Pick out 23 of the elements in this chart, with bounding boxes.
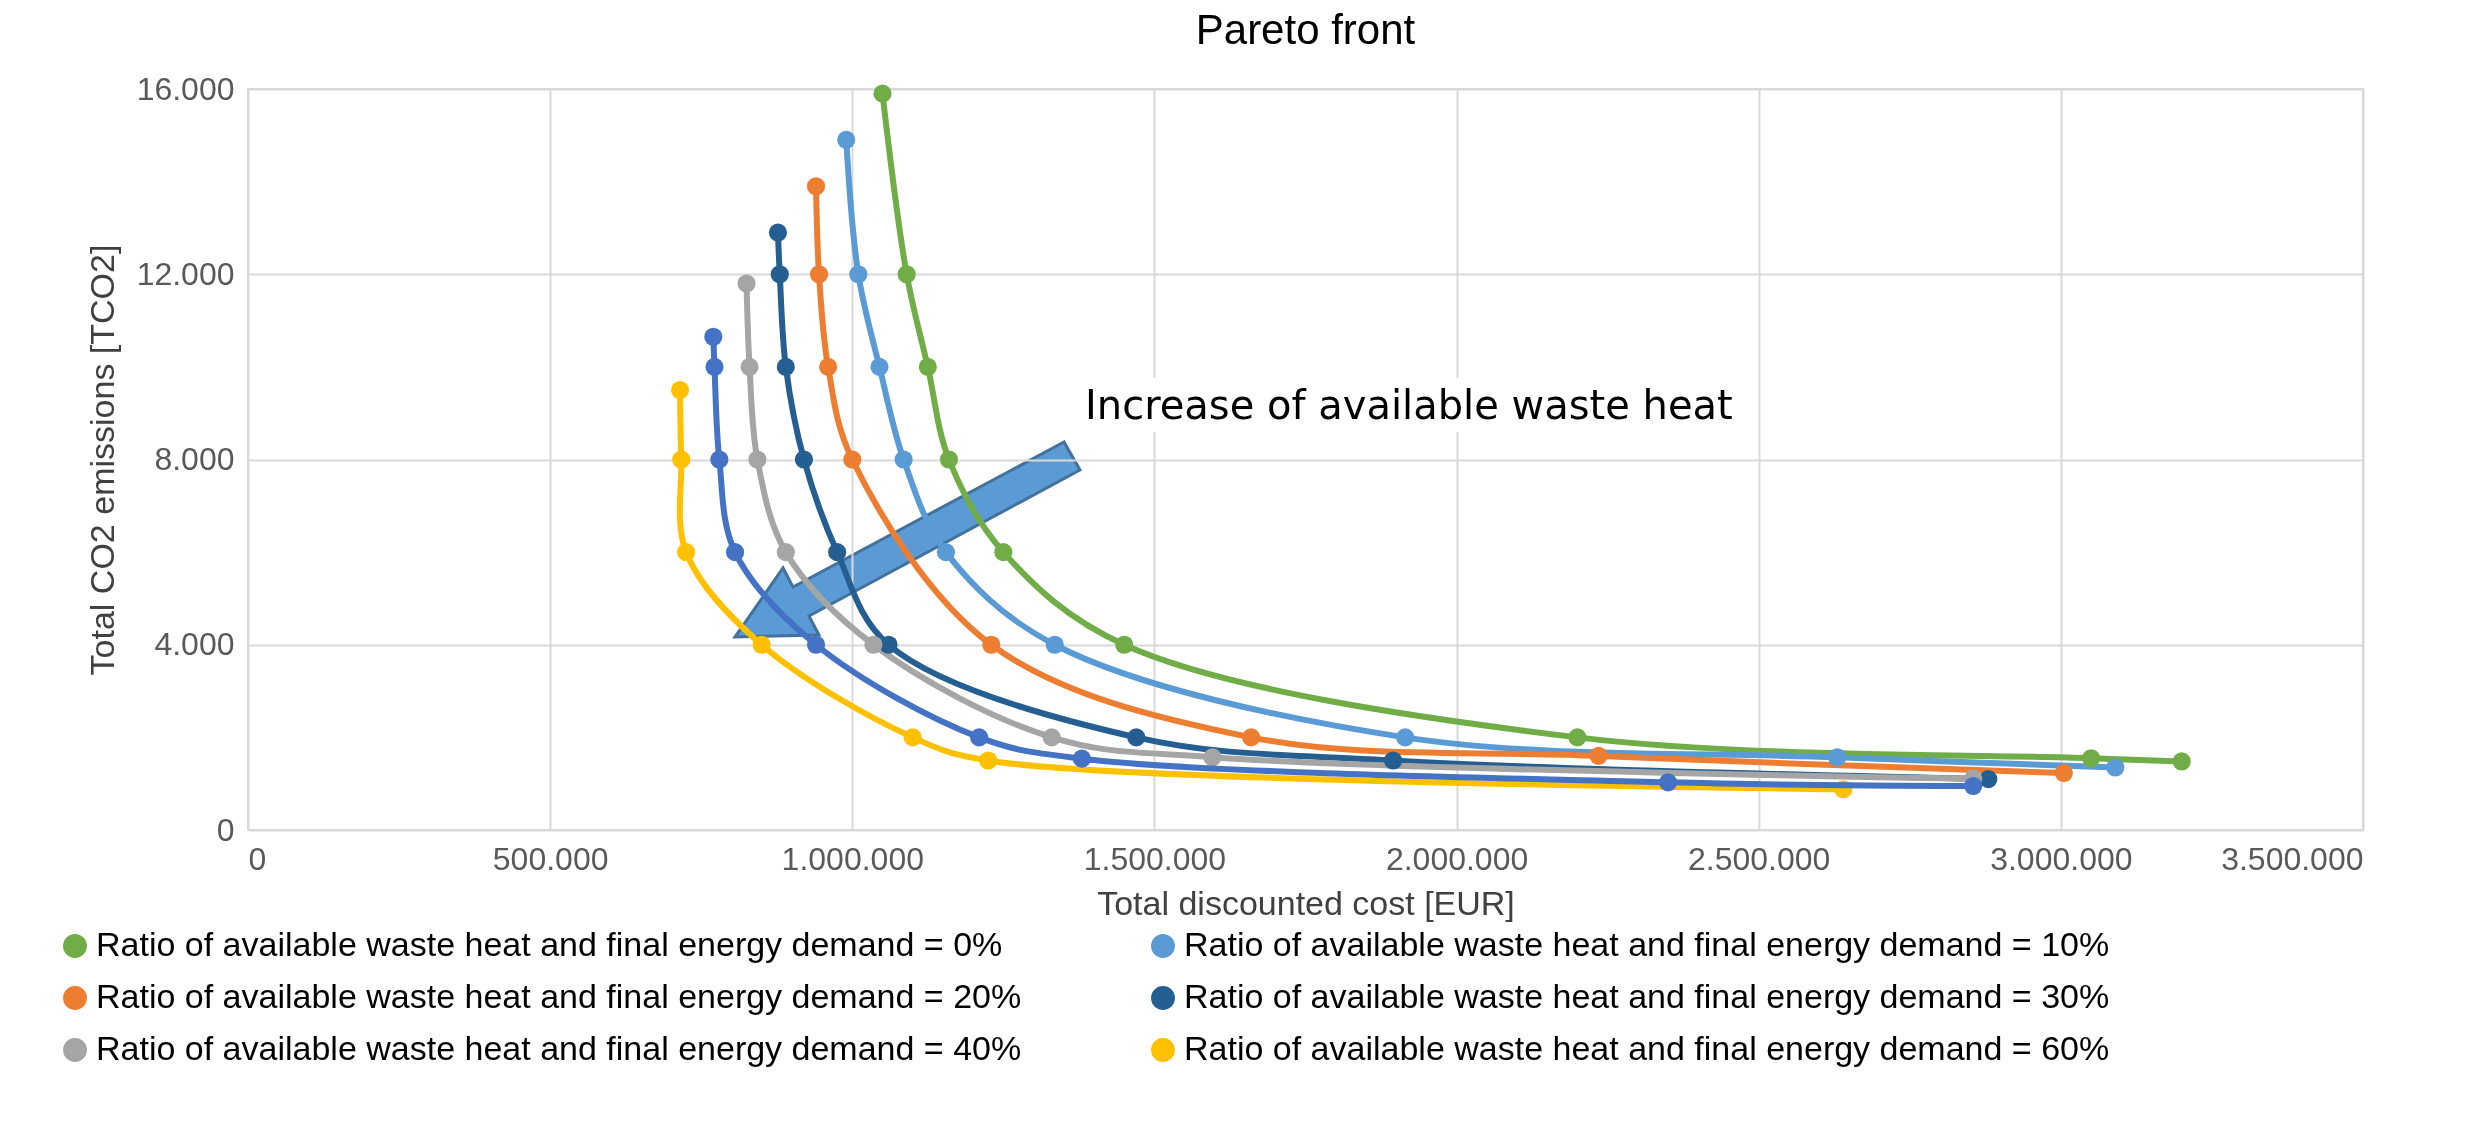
y-axis-title: Total CO2 emissions [TCO2]	[82, 244, 121, 676]
x-axis-title: Total discounted cost [EUR]	[1097, 883, 1515, 922]
legend-label: Ratio of available waste heat and final energy demand = 30%	[1184, 977, 2110, 1015]
legend-label: Ratio of available waste heat and final energy demand = 60%	[1184, 1029, 2110, 1067]
y-tick-label: 8.000	[154, 441, 235, 477]
chart-title: Pareto front	[1195, 6, 1416, 53]
x-tick-label: 1.000.000	[781, 840, 924, 877]
x-tick-label: 3.000.000	[1990, 840, 2133, 877]
y-tick-label: 0	[216, 811, 235, 848]
x-tick-label: 3.500.000	[2221, 840, 2364, 877]
y-tick-label: 12.000	[136, 255, 235, 292]
y-tick-label: 4.000	[154, 626, 235, 663]
legend-label: Ratio of available waste heat and final energy demand = 40%	[96, 1029, 1022, 1067]
x-tick-label: 500.000	[492, 840, 609, 877]
legend-label: Ratio of available waste heat and final energy demand = 10%	[1184, 925, 2110, 964]
x-tick-label: 0	[248, 840, 267, 877]
x-tick-label: 2.000.000	[1385, 840, 1529, 877]
x-tick-label: 1.500.000	[1083, 840, 1227, 877]
legend-label: Ratio of available waste heat and final energy demand = 0%	[96, 925, 1003, 964]
y-tick-label: 16.000	[136, 70, 235, 107]
x-tick-label: 2.500.000	[1688, 840, 1831, 877]
legend-label: Ratio of available waste heat and final energy demand = 20%	[96, 977, 1022, 1015]
annotation: Increase of available waste heat	[1075, 378, 1743, 432]
